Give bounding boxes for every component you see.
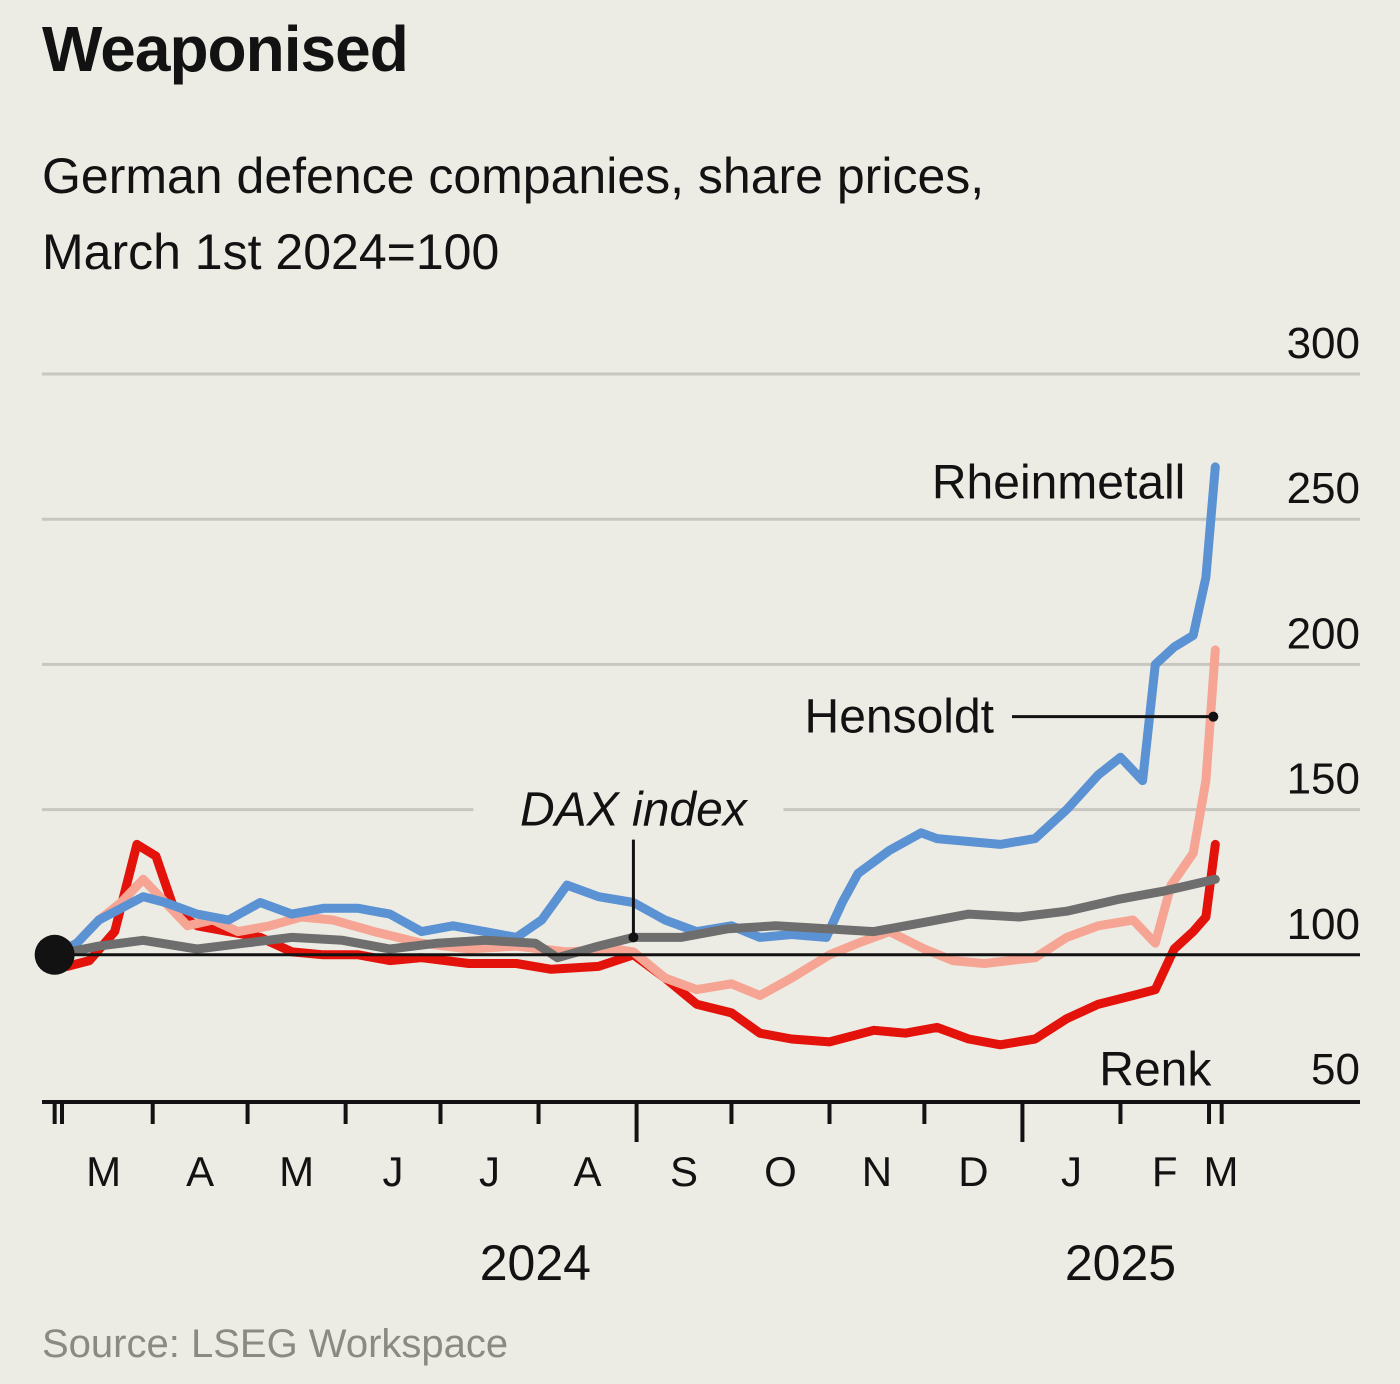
series-label-renk: Renk (1099, 1043, 1212, 1096)
x-tick-label: D (958, 1148, 988, 1195)
dax-leader-dot (628, 932, 639, 943)
y-tick-label: 300 (1287, 319, 1360, 368)
x-tick-label: A (186, 1148, 214, 1195)
chart-title: Weaponised (42, 13, 409, 85)
x-tick-label: A (574, 1148, 602, 1195)
x-tick-label: S (670, 1148, 698, 1195)
gridlines: 300 250 200 150 100 50 (42, 319, 1360, 1094)
start-point-marker (34, 934, 75, 975)
x-tick-label: O (764, 1148, 797, 1195)
x-tick-label: M (279, 1148, 314, 1195)
series-labels: Rheinmetall Hensoldt Renk DAX index (520, 457, 1219, 1096)
series-line-hensoldt (50, 645, 1220, 1000)
x-tick-label: J (383, 1148, 404, 1195)
y-tick-label: 50 (1311, 1045, 1360, 1094)
series-label-hensoldt: Hensoldt (805, 691, 994, 744)
source-note: Source: LSEG Workspace (42, 1322, 509, 1366)
x-tick-label: F (1152, 1148, 1178, 1195)
x-tick-label: M (86, 1148, 121, 1195)
y-tick-label: 100 (1287, 900, 1360, 949)
series-line-dax-index (50, 874, 1220, 963)
x-tick-label: N (862, 1148, 892, 1195)
year-label-2025: 2025 (1065, 1235, 1176, 1291)
series-line-rheinmetall (50, 462, 1220, 960)
x-tick-label: J (479, 1148, 500, 1195)
x-tick-label: M (1204, 1148, 1239, 1195)
chart-subtitle: German defence companies, share prices, … (42, 148, 985, 280)
series-lines (34, 462, 1360, 1050)
x-tick-label: J (1061, 1148, 1082, 1195)
hensoldt-leader-dot (1208, 711, 1219, 722)
series-label-rheinmetall: Rheinmetall (932, 457, 1185, 510)
y-tick-label: 150 (1287, 755, 1360, 804)
series-label-dax-index: DAX index (520, 784, 749, 837)
y-tick-label: 250 (1287, 464, 1360, 513)
year-label-2024: 2024 (480, 1235, 591, 1291)
y-tick-label: 200 (1287, 609, 1360, 658)
